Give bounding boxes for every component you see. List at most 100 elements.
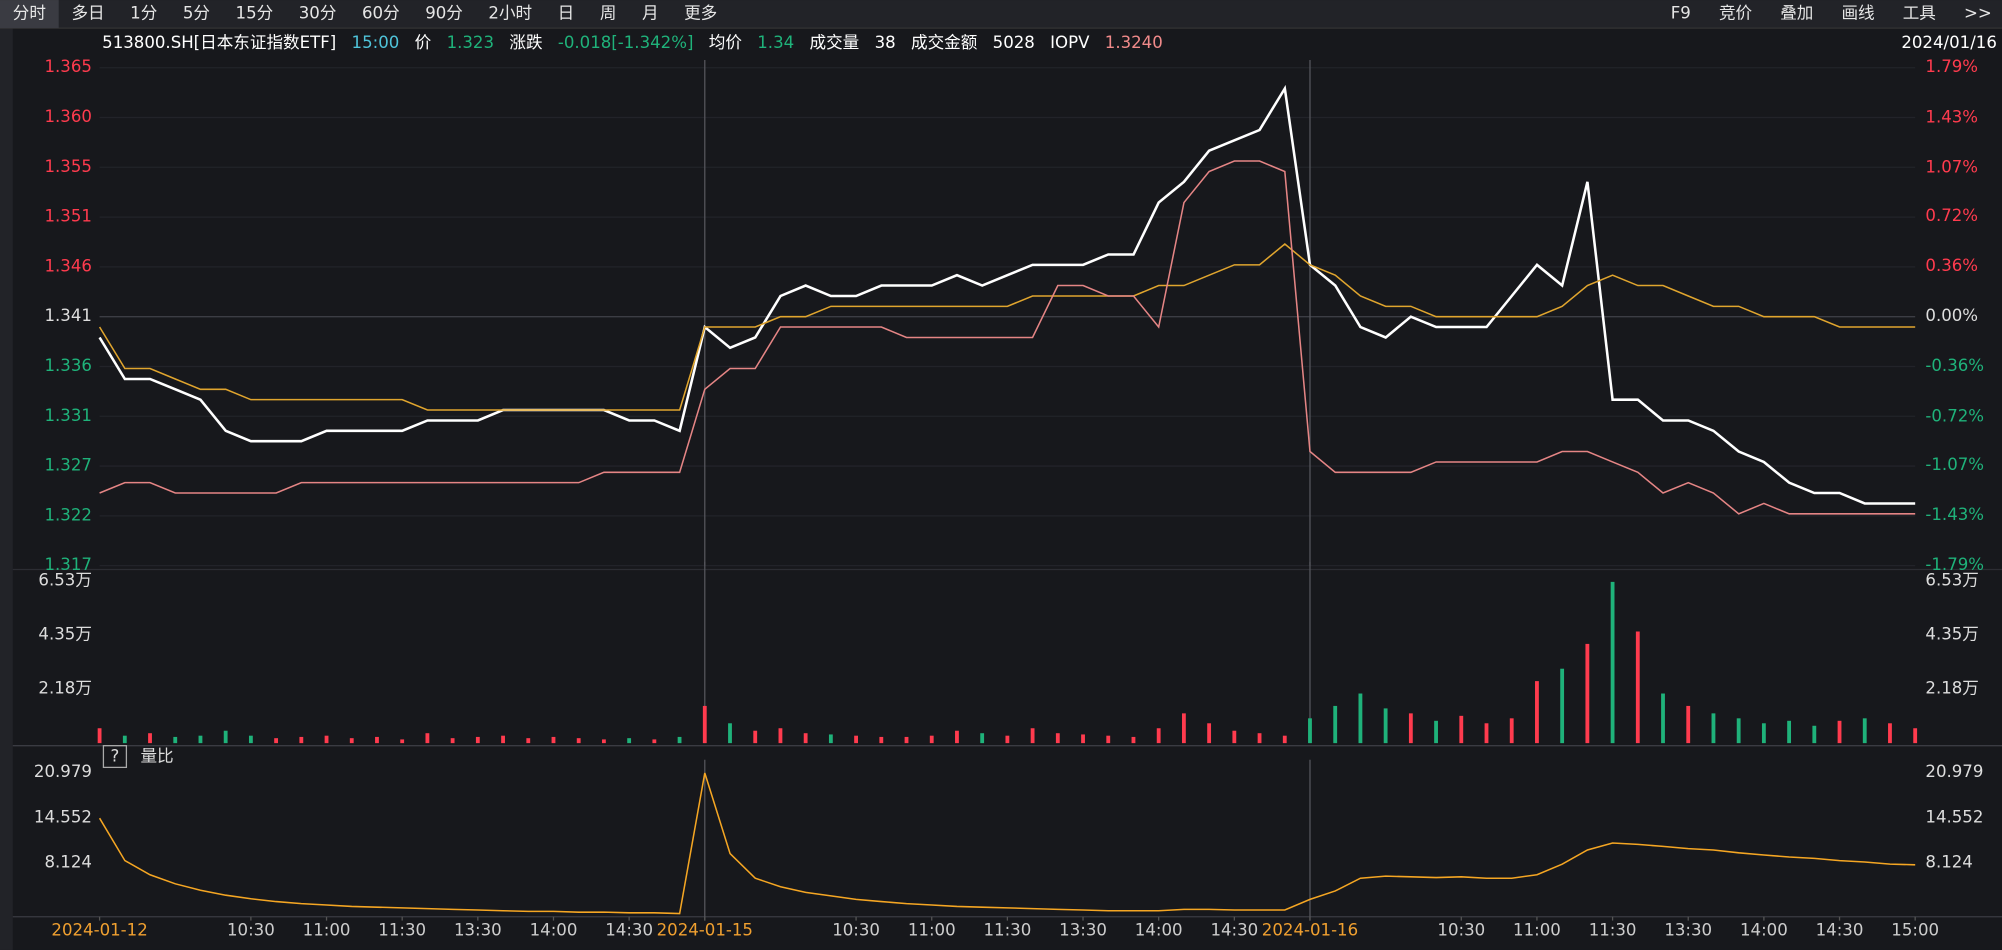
volume-bar [929,735,934,744]
volume-bar [400,739,405,744]
info-iopv-label: IOPV [1050,33,1090,52]
volume-bar [1787,720,1792,744]
volume-bar [274,738,279,744]
y-tick-label-right: 2.18万 [1925,679,1979,698]
volume-bar [627,738,632,744]
toolbar-button[interactable]: 15分 [236,4,274,23]
x-tick-label: 11:00 [303,920,351,939]
volume-bar [652,739,657,744]
info-amount: 5028 [993,33,1035,52]
toolbar-button[interactable]: 2小时 [488,4,532,23]
y2-tick-label: 1.79% [1925,57,1978,76]
x-tick-label: 11:00 [1513,920,1561,939]
volume-bar [1509,718,1514,744]
volume-bar [980,733,985,744]
y2-tick-label: -0.72% [1925,406,1984,425]
toolbar-button[interactable]: 月 [642,4,659,23]
toolbar-button[interactable]: 多日 [71,4,104,23]
x-tick-label: 10:30 [227,920,275,939]
toolbar-button[interactable]: 60分 [362,4,400,23]
x-tick-label: 13:30 [1059,920,1107,939]
volume-bar [1862,718,1867,744]
volume-bar [122,735,127,744]
volume-bar [248,735,253,744]
tab-selected [0,0,59,29]
y-tick-label: 1.351 [44,207,91,226]
volume-bar [904,736,909,744]
volume-bar [349,738,354,744]
volume-bar [955,730,959,744]
toolbar-button[interactable]: 1分 [130,4,157,23]
toolbar-button[interactable]: 叠加 [1780,4,1813,23]
y-tick-label: 1.360 [44,107,91,126]
help-icon[interactable]: ? [111,747,120,766]
volume-bar [1358,693,1363,744]
volume-bar [1560,668,1565,744]
volume-bar [1207,723,1212,744]
y-tick-label: 8.124 [44,853,91,872]
volume-bar [97,728,102,744]
volume-bar [1913,728,1918,744]
toolbar-button[interactable]: 5分 [183,4,210,23]
y2-tick-label: 0.00% [1925,306,1978,325]
volume-bar [1030,728,1035,744]
volume-bar [1585,643,1590,744]
toolbar-button[interactable]: 画线 [1841,4,1874,23]
volume-bar [1837,720,1842,744]
info-volume-label: 成交量 [809,33,859,52]
volume-bar [1156,728,1161,744]
toolbar-button[interactable]: >> [1964,4,1992,23]
toolbar-button[interactable]: 更多 [684,4,717,23]
x-tick-label: 13:30 [1664,920,1712,939]
y-tick-label-right: 6.53万 [1925,571,1979,590]
y-tick-label: 20.979 [34,762,92,781]
y-tick-label: 6.53万 [38,571,92,590]
y-tick-label: 1.322 [44,505,91,524]
series-line [98,84,1916,505]
y-tick-label: 1.327 [44,456,91,475]
volume-bar [1484,723,1489,744]
y-tick-label: 1.331 [44,406,91,425]
y-tick-label: 1.336 [44,356,91,375]
volume-bar [576,738,581,744]
volume-bar [1434,720,1438,744]
toolbar-button[interactable]: 工具 [1903,4,1936,23]
volume-bar [1257,733,1262,744]
toolbar-button[interactable]: 30分 [299,4,337,23]
y-tick-label: 2.18万 [38,679,92,698]
y-tick-label: 4.35万 [38,625,92,644]
y-tick-label: 1.346 [44,256,91,275]
y2-tick-label: 1.07% [1925,157,1978,176]
volume-bar [1308,718,1312,744]
x-tick-label: 11:30 [1589,920,1637,939]
x-tick-label: 11:30 [378,920,426,939]
toolbar-button[interactable]: 周 [600,4,617,23]
volume-bar [551,736,556,744]
x-tick-label: 14:30 [605,920,653,939]
volume-bar [1005,735,1010,744]
x-tick-label: 11:30 [983,920,1031,939]
help-box[interactable] [102,745,128,769]
y2-tick-label: -1.07% [1925,455,1984,474]
volume-bar [702,705,707,744]
volume-bar [1408,713,1413,744]
info-amount-label: 成交金额 [911,33,978,52]
x-tick-label: 10:30 [1437,920,1485,939]
x-tick-label: 14:00 [1740,920,1788,939]
info-symbol: 513800.SH[日本东证指数ETF] [102,33,336,52]
info-change: -0.018[-1.342%] [558,33,694,52]
side-strip [0,28,13,950]
volume-bar [425,733,430,744]
toolbar-button[interactable]: F9 [1671,4,1691,23]
volume-bar [1761,723,1766,744]
toolbar-button[interactable]: 竞价 [1719,4,1753,23]
y2-tick-label: 0.72% [1925,206,1978,225]
y2-tick-label: 0.36% [1925,256,1978,275]
toolbar-button[interactable]: 90分 [425,4,463,23]
volume-bar [1055,733,1060,744]
toolbar-button[interactable]: 日 [558,4,575,23]
toolbar-button[interactable]: 分时 [13,4,46,23]
volume-bar [1333,705,1338,744]
y2-tick-label: -1.43% [1925,505,1984,524]
